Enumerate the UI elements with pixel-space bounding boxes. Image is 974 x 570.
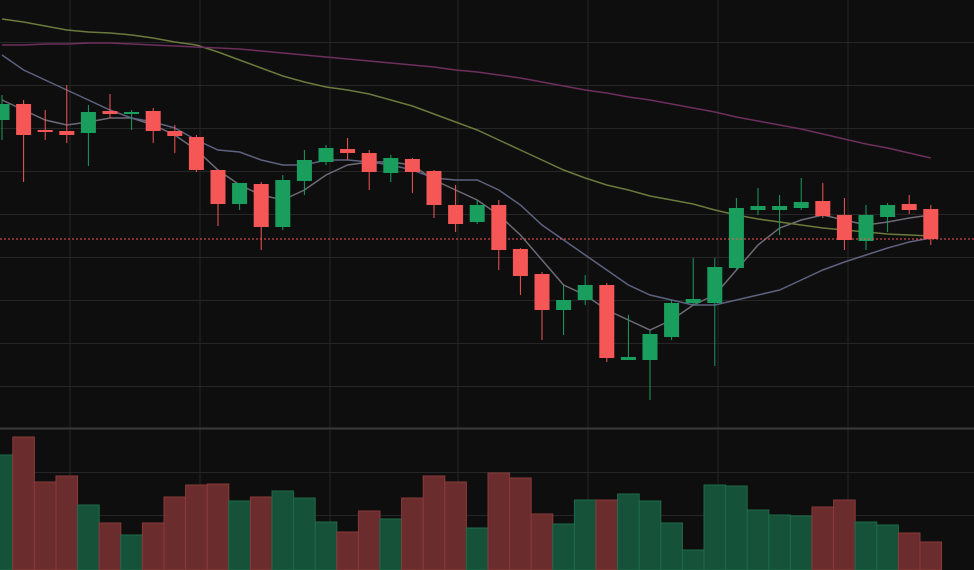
candle-body bbox=[188, 137, 204, 170]
candle-body bbox=[836, 215, 852, 240]
volume-bar bbox=[746, 509, 770, 570]
candle-body bbox=[167, 131, 183, 136]
candle-body bbox=[793, 202, 809, 208]
volume-bar bbox=[271, 490, 295, 570]
candle-body bbox=[815, 201, 831, 216]
volume-bar bbox=[336, 531, 359, 570]
candle-body bbox=[318, 148, 334, 162]
volume-bar bbox=[357, 510, 381, 570]
volume-bar bbox=[919, 541, 943, 570]
volume-bar bbox=[444, 481, 467, 570]
candle-body bbox=[102, 111, 118, 114]
candle-body bbox=[296, 160, 312, 181]
volume-bar bbox=[401, 497, 424, 570]
candle-body bbox=[750, 206, 766, 210]
candle-body bbox=[426, 171, 442, 205]
volume-bar bbox=[768, 514, 791, 570]
candle-body bbox=[16, 104, 32, 135]
volume-bar bbox=[0, 454, 14, 570]
candle-body bbox=[145, 111, 161, 131]
candle-body bbox=[858, 215, 874, 241]
candle-body bbox=[880, 205, 896, 217]
candle-body bbox=[923, 209, 939, 239]
candle-body bbox=[620, 357, 636, 360]
candle-body bbox=[80, 112, 96, 133]
candle-body bbox=[707, 267, 723, 303]
volume-bar bbox=[789, 515, 813, 570]
volume-bar bbox=[552, 523, 575, 570]
volume-bar bbox=[638, 500, 662, 570]
moving-average-line bbox=[1, 18, 931, 237]
candle-body bbox=[124, 112, 140, 114]
candle-body bbox=[340, 149, 356, 153]
candle-body bbox=[534, 274, 550, 310]
volume-bar bbox=[379, 518, 403, 570]
volume-bar bbox=[120, 534, 143, 570]
volume-bar bbox=[617, 493, 640, 570]
volume-bar bbox=[293, 497, 316, 570]
candle-body bbox=[556, 300, 572, 310]
volume-bar bbox=[897, 532, 921, 570]
volume-bar bbox=[725, 485, 748, 570]
candle-body bbox=[275, 180, 291, 227]
volume-bar bbox=[854, 521, 878, 570]
candle-body bbox=[448, 205, 464, 224]
volume-bar bbox=[660, 522, 683, 570]
moving-average-line bbox=[2, 42, 931, 159]
candle-body bbox=[512, 249, 528, 276]
volume-bar bbox=[185, 484, 208, 570]
candle-body bbox=[210, 170, 226, 204]
volume-bar bbox=[573, 499, 597, 570]
candle-body bbox=[0, 104, 10, 120]
candle-body bbox=[642, 334, 658, 360]
volume-bar bbox=[422, 475, 446, 570]
candle-body bbox=[664, 303, 680, 337]
volume-bar bbox=[163, 496, 187, 570]
candle-body bbox=[404, 159, 420, 172]
volume-bar bbox=[703, 484, 727, 570]
candle-body bbox=[728, 208, 744, 268]
candle-body bbox=[59, 131, 75, 135]
volume-bar bbox=[530, 513, 554, 570]
candle-body bbox=[685, 299, 701, 303]
volume-bar bbox=[12, 436, 35, 570]
candle-body bbox=[469, 205, 485, 222]
volume-bar bbox=[465, 527, 489, 570]
volume-bar bbox=[314, 521, 338, 570]
volume-bar bbox=[876, 524, 899, 570]
candle-body bbox=[491, 205, 507, 250]
volume-bar bbox=[141, 522, 165, 570]
volume-bar bbox=[33, 481, 57, 570]
volume-bar bbox=[249, 496, 273, 570]
volume-bar bbox=[206, 483, 230, 570]
candle-body bbox=[772, 206, 788, 210]
volume-bar bbox=[833, 499, 856, 570]
candle-body bbox=[901, 204, 917, 210]
candle-body bbox=[577, 285, 593, 300]
candle-body bbox=[599, 285, 615, 358]
volume-bar bbox=[487, 472, 511, 570]
candle-body bbox=[383, 158, 399, 173]
volume-bar bbox=[77, 504, 100, 570]
volume-bar bbox=[811, 506, 835, 570]
volume-bar bbox=[228, 500, 251, 570]
candle-body bbox=[37, 130, 53, 132]
volume-bar bbox=[55, 475, 79, 570]
volume-bar bbox=[509, 477, 532, 570]
candle-body bbox=[232, 183, 248, 204]
candle-body bbox=[253, 184, 269, 227]
volume-bar bbox=[681, 549, 705, 570]
volume-bar bbox=[98, 522, 122, 570]
candle-body bbox=[361, 153, 377, 172]
volume-bar bbox=[595, 499, 619, 570]
